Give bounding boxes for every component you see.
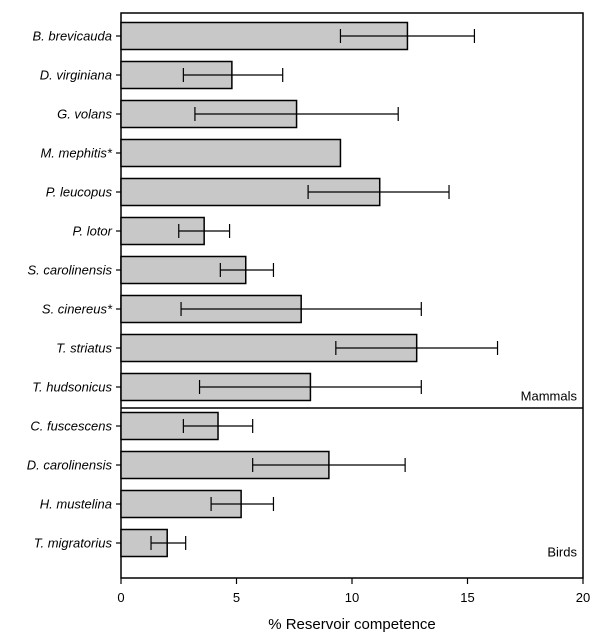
category-label: G. volans <box>57 107 112 122</box>
x-tick-label: 0 <box>117 590 124 605</box>
category-label: D. carolinensis <box>27 458 113 473</box>
category-label: C. fuscescens <box>30 419 112 434</box>
x-tick-label: 15 <box>460 590 474 605</box>
category-label: B. brevicauda <box>33 29 113 44</box>
category-label: T. striatus <box>56 341 112 356</box>
category-label: S. cinereus* <box>42 302 113 317</box>
category-label: S. carolinensis <box>27 263 112 278</box>
plot-area: B. brevicauda D. virginiana G. volans M. me… <box>27 12 590 605</box>
bar <box>120 138 342 168</box>
x-tick-label: 10 <box>345 590 359 605</box>
category-label: T. hudsonicus <box>32 380 112 395</box>
category-label: H. mustelina <box>40 497 112 512</box>
group-label: Mammals <box>521 389 578 404</box>
category-label: M. mephitis* <box>40 146 112 161</box>
x-tick-label: 5 <box>233 590 240 605</box>
group-label: Birds <box>547 545 577 560</box>
category-label: T. migratorius <box>34 536 113 551</box>
category-label: P. lotor <box>72 224 112 239</box>
x-tick-label: 20 <box>576 590 590 605</box>
category-label: D. virginiana <box>40 68 112 83</box>
x-axis-label: % Reservoir competence <box>268 616 436 633</box>
category-label: P. leucopus <box>46 185 113 200</box>
